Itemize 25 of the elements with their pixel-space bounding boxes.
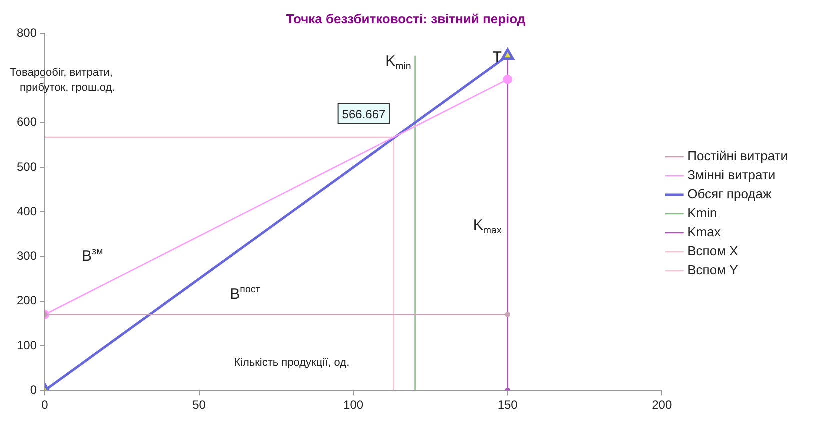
x-tick-label: 150 [498,398,518,412]
y-tick-label: 100 [16,338,38,352]
x-tick-label: 200 [652,398,672,412]
x-tick-label: 0 [42,398,49,412]
legend-label: Вспом Y [688,262,739,278]
y-axis-title: Товарообіг, витрати, прибуток, грош.од. [10,67,116,94]
legend-label: Вспом X [688,244,739,259]
y-tick-label: 400 [16,204,38,218]
x-tick-label: 50 [192,398,206,412]
legend-label: Kmin [688,206,718,221]
annotation: T [492,48,502,66]
x-tick-label: 100 [344,398,364,412]
y-tick-label: 600 [16,115,38,130]
annotation: 566.667 [342,108,386,122]
y-tick-label: 0 [30,382,38,397]
legend-label: Kmax [688,224,722,240]
chart-title: Точка беззбитковості: звітний період [286,11,526,26]
x-axis-title: Кількість продукції, од. [234,357,350,370]
y-tick-label: 200 [16,294,38,308]
legend-label: Змінні витрати [688,168,776,183]
y-tick-label: 800 [16,26,38,40]
y-tick-label: 500 [16,160,38,174]
legend-label: Постійні витрати [688,148,788,164]
legend-label: Обсяг продаж [688,186,772,202]
y-tick-label: 300 [16,249,38,264]
